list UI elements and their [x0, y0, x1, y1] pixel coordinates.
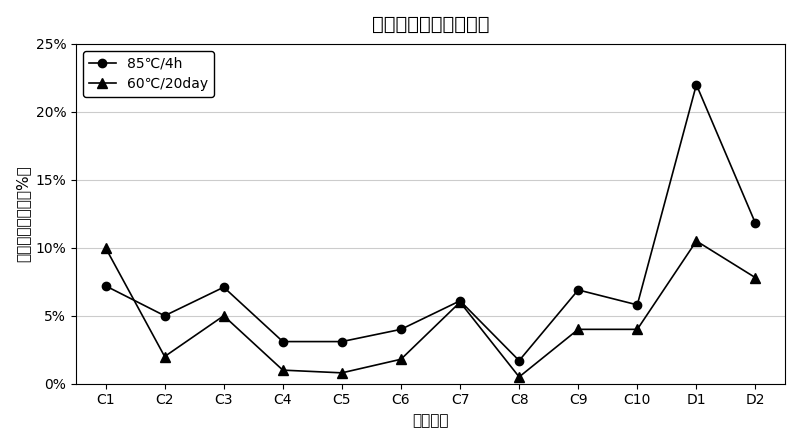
85℃/4h	[219, 284, 229, 290]
85℃/4h	[160, 313, 170, 319]
60℃/20day	[455, 299, 465, 305]
85℃/4h	[514, 358, 524, 363]
85℃/4h	[574, 287, 583, 292]
X-axis label: 电芯组别: 电芯组别	[412, 413, 449, 428]
60℃/20day	[750, 275, 760, 280]
60℃/20day	[633, 326, 642, 332]
85℃/4h	[101, 283, 110, 288]
60℃/20day	[691, 238, 701, 244]
60℃/20day	[396, 357, 406, 362]
60℃/20day	[514, 374, 524, 380]
60℃/20day	[219, 313, 229, 319]
85℃/4h	[396, 326, 406, 332]
60℃/20day	[160, 354, 170, 359]
60℃/20day	[574, 326, 583, 332]
Y-axis label: 电芯厚度膨胀率（%）: 电芯厚度膨胀率（%）	[15, 165, 30, 262]
Title: 电芯高温存储性能数据: 电芯高温存储性能数据	[372, 15, 490, 34]
60℃/20day	[278, 368, 288, 373]
Legend: 85℃/4h, 60℃/20day: 85℃/4h, 60℃/20day	[83, 51, 214, 97]
85℃/4h	[750, 221, 760, 226]
85℃/4h	[455, 298, 465, 303]
Line: 60℃/20day: 60℃/20day	[101, 236, 760, 382]
85℃/4h	[278, 339, 288, 344]
85℃/4h	[337, 339, 346, 344]
Line: 85℃/4h: 85℃/4h	[102, 81, 760, 365]
60℃/20day	[101, 245, 110, 250]
85℃/4h	[691, 82, 701, 87]
85℃/4h	[633, 302, 642, 307]
60℃/20day	[337, 370, 346, 376]
